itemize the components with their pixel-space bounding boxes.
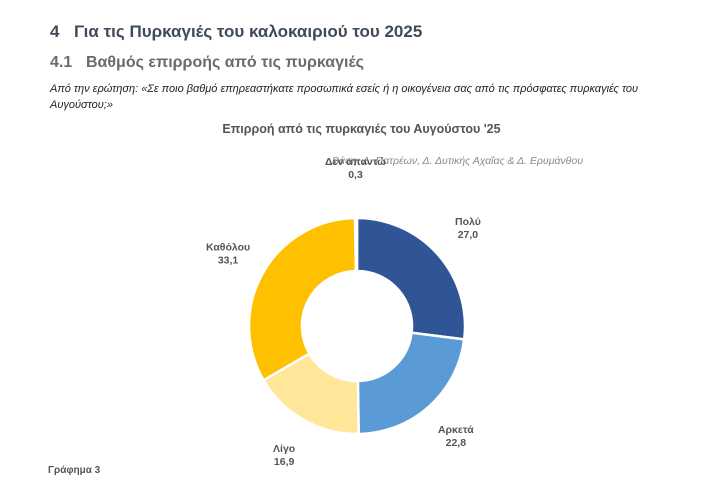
value-label: 0,3 <box>348 169 363 181</box>
subsection-heading: 4.1 Βαθμός επιρροής από τις πυρκαγιές <box>50 54 364 72</box>
category-label: Δεν απαντώ <box>325 156 386 168</box>
subsection-number: 4.1 <box>50 54 73 71</box>
category-label: Αρκετά <box>438 424 474 436</box>
chart-title: Επιρροή από τις πυρκαγιές του Αυγούστου … <box>222 122 501 136</box>
category-label: Πολύ <box>455 216 481 228</box>
subsection-title: Βαθμός επιρροής από τις πυρκαγιές <box>86 54 364 71</box>
value-label: 27,0 <box>458 229 479 241</box>
category-label: Λίγο <box>273 443 295 455</box>
value-label: 33,1 <box>218 254 239 266</box>
slice-καθόλου <box>247 216 358 382</box>
question-text: Από την ερώτηση: «Σε ποιο βαθμό επηρεαστ… <box>50 83 639 111</box>
category-label: Καθόλου <box>206 241 250 253</box>
section-number: 4 <box>50 22 60 41</box>
value-label: 16,9 <box>274 456 295 468</box>
slice-δεν-απαντώ <box>353 216 359 273</box>
value-label: 22,8 <box>446 437 467 449</box>
section-title: Για τις Πυρκαγιές του καλοκαιριού του 20… <box>74 22 423 41</box>
section-heading: 4 Για τις Πυρκαγιές του καλοκαιριού του 2… <box>50 22 422 42</box>
slice-πολύ <box>355 216 467 341</box>
figure-caption: Γράφημα 3 <box>48 465 101 476</box>
slice-αρκετά <box>356 331 466 436</box>
chart-subtitle: Βάση: Δ. Πατρέων, Δ. Δυτικής Αχαΐας & Δ.… <box>332 155 583 167</box>
